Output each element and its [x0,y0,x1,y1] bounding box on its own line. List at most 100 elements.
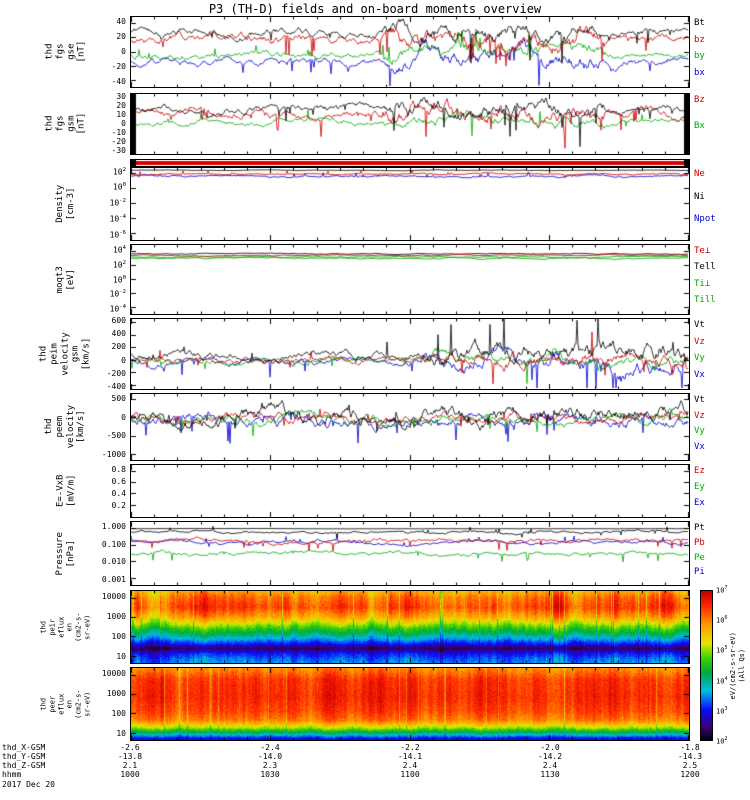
ytick-label-spec_ele: 1000 [106,689,126,699]
colorbar-gradient [701,591,712,740]
series-label-Pe: Pe [694,552,705,563]
ytick-label-spec_ele: 10000 [101,669,126,679]
series-label-Ex: Ex [694,498,705,508]
ytick-label-vel_peim: 400 [111,329,126,339]
series-label-Ez: Ez [694,466,705,476]
series-label-Pb: Pb [694,537,705,548]
xaxis-row-label: thd_X-GSM [2,743,46,752]
ylabel-density: Density [cm-3] [55,185,76,223]
series-label-bx: bx [694,67,705,78]
series-label-Bz: Bz [694,95,705,105]
ytick-label-efield: 0.2 [111,501,126,510]
panel-efield [130,464,690,518]
series-label-Ti⊥: Ti⊥ [694,278,711,289]
ytick-label-fgs_gse: -40 [111,77,126,86]
xaxis-value: 2.1 [122,761,138,770]
series-label-bz: bz [694,34,705,45]
series-label-Npot: Npot [694,214,716,225]
ytick-label-moqt3: 104 [112,244,126,255]
ylabel-wrap-fgs_gse: thd fgs gse [nT] [14,16,118,88]
ytick-label-vel_peem: 500 [111,393,126,403]
ytick-label-moqt3: 100 [112,274,126,285]
vel_peim-plot-area [131,319,689,389]
ytick-label-fgs_gsm: 30 [116,92,126,102]
series-label-Vy: Vy [694,353,705,363]
series-label-Vz: Vz [694,336,705,347]
panel-vel_peim [130,318,690,390]
ylabel-pressure: Pressure [nPa] [55,531,76,576]
xaxis-value: -2.0 [540,743,560,752]
ylabel-wrap-efield: E=-VxB [mV/m] [14,464,118,518]
xaxis-value: -2.4 [260,743,280,752]
series-label-Vt: Vt [694,395,705,405]
ytick-label-fgs_gse: 20 [116,32,126,41]
vel_peem-plot-area [131,394,689,460]
colorbar-tick-label: 106 [716,615,728,625]
moqt3-plot-area [131,245,689,314]
ytick-label-fgs_gsm: 10 [116,110,126,120]
series-label-Vx: Vx [694,441,705,452]
density-plot-area [131,168,689,240]
xaxis-value: 1000 [120,770,140,779]
colorbar-tick-label: 103 [716,705,728,716]
ytick-label-spec_ion: 10000 [101,592,126,602]
ytick-label-density: 10-2 [109,198,126,208]
pressure-plot-area [131,522,689,585]
ytick-label-fgs_gsm: -20 [111,136,126,146]
ytick-label-vel_peim: 0 [121,355,126,365]
xaxis-value: 1200 [680,770,700,779]
efield-plot-area [131,465,689,517]
colorbar-tick-label: 102 [716,736,728,746]
colorbar-title: eV/(cm2-s-sr-eV) (All Qs) [729,631,746,700]
ytick-label-fgs_gsm: -10 [111,127,126,137]
ytick-label-fgs_gsm: -30 [111,145,126,155]
series-label-Te⊥: Te⊥ [694,246,711,256]
ytick-label-vel_peem: 0 [121,412,126,422]
ytick-label-efield: 0.8 [111,465,126,474]
series-label-Vx: Vx [694,369,705,380]
series-label-Pi: Pi [694,567,705,578]
plot-title: P3 (TH-D) fields and on-board moments ov… [208,2,542,16]
series-label-Ne: Ne [694,169,705,179]
xaxis-value: -1.8 [680,743,700,752]
panel-spec_ion [130,590,690,664]
ylabel-spec_ion: thd peir eflux en (cm2-s- sr-eV) [39,612,92,642]
series-label-Ey: Ey [694,482,705,492]
colorbar-tick-label: 107 [716,585,728,595]
flag_strip-plot-area [131,160,689,166]
colorbar-tick-label: 105 [716,645,728,655]
ylabel-wrap-vel_peim: thd peim velocity gsm [km/s] [14,318,118,390]
panel-pressure [130,521,690,586]
fgs_gsm-plot-area [131,94,689,154]
series-label-Bx: Bx [694,121,705,131]
xaxis-value: 2.4 [402,761,418,770]
ytick-label-spec_ele: 100 [111,709,126,719]
ytick-label-vel_peim: -400 [106,381,126,391]
ytick-label-efield: 0.4 [111,489,126,498]
panel-spec_ele [130,667,690,741]
spec_ele-plot-area [131,668,689,740]
ytick-label-density: 100 [112,182,126,193]
ytick-label-vel_peim: 600 [111,316,126,326]
xaxis-row-label: thd_Z-GSM [2,761,46,770]
fgs_gse-plot-area [131,17,689,87]
ylabel-wrap-moqt3: moqt3 [eV] [14,244,118,315]
xaxis-value: 2.5 [682,761,698,770]
ytick-label-fgs_gsm: 0 [121,119,126,128]
series-label-Vy: Vy [694,426,705,436]
ytick-label-vel_peem: -500 [106,431,126,441]
ytick-label-vel_peim: -200 [106,368,126,378]
ylabel-efield: E=-VxB [mV/m] [55,474,76,508]
colorbar-title-wrap: eV/(cm2-s-sr-eV) (All Qs) [726,590,750,741]
ytick-label-vel_peem: -1000 [101,450,126,460]
series-label-Bt: Bt [694,18,705,28]
series-label-Pt: Pt [694,523,705,533]
ylabel-fgs_gsm: thd fgs gsm [nT] [44,113,87,135]
xaxis-value: 1130 [540,770,560,779]
xaxis-row-label: thd_Y-GSM [2,752,46,761]
ytick-label-density: 102 [112,166,126,177]
ytick-label-spec_ion: 1000 [106,612,126,622]
ytick-label-fgs_gse: 0 [121,47,126,56]
panel-moqt3 [130,244,690,315]
